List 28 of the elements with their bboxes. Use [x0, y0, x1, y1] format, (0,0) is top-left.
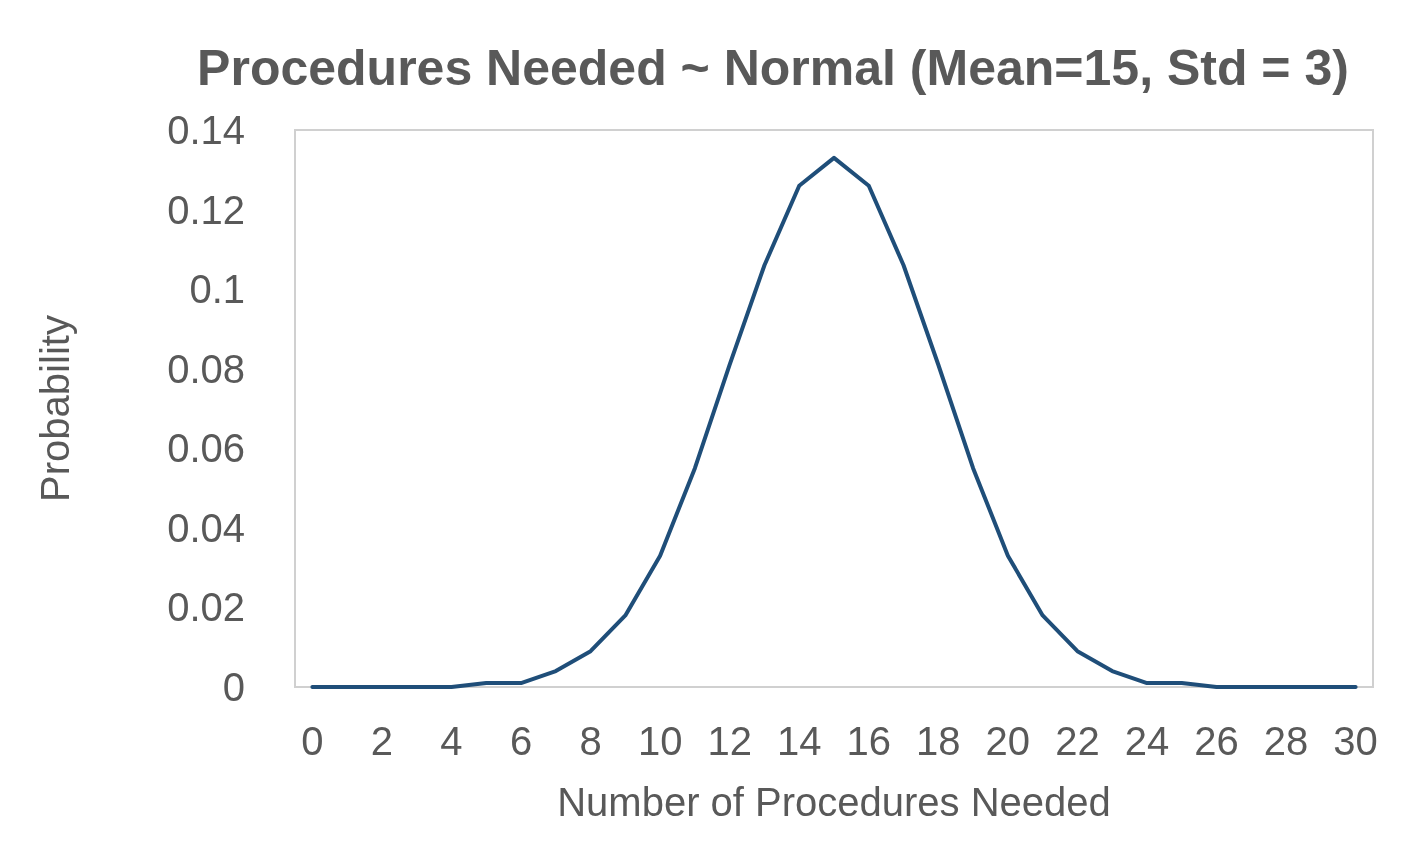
- x-tick-label: 12: [707, 719, 752, 763]
- y-tick-label: 0.12: [167, 187, 245, 232]
- x-tick-label: 8: [579, 719, 602, 763]
- y-tick-label: 0.06: [167, 426, 245, 471]
- y-tick-label: 0.02: [167, 585, 245, 630]
- y-tick-label: 0.08: [167, 346, 245, 391]
- x-tick-label: 2: [370, 719, 394, 763]
- x-tick-label: 22: [1055, 719, 1100, 763]
- x-tick-label: 4: [440, 719, 463, 763]
- x-tick-label: 18: [916, 719, 961, 763]
- x-tick-label: 14: [776, 719, 822, 763]
- y-tick-label: 0: [222, 665, 245, 709]
- y-tick-label: 0.14: [167, 108, 245, 152]
- x-tick-label: 16: [846, 719, 892, 763]
- y-tick-label: 0.04: [167, 505, 245, 550]
- x-tick-label: 28: [1263, 719, 1309, 763]
- x-tick-label: 24: [1124, 719, 1170, 763]
- line-series: [310, 155, 1358, 689]
- y-axis-title: Probability: [33, 315, 77, 502]
- x-tick-label: 30: [1333, 719, 1378, 763]
- x-tick-label: 0: [301, 719, 324, 763]
- chart-title: Procedures Needed ~ Normal (Mean=15, Std = 3): [197, 40, 1349, 96]
- x-axis-title: Number of Procedures Needed: [557, 780, 1111, 824]
- x-tick-label: 6: [509, 719, 533, 763]
- y-tick-label: 0.1: [189, 267, 245, 312]
- x-tick-label: 26: [1194, 719, 1239, 763]
- x-tick-label: 20: [985, 719, 1031, 763]
- x-tick-label: 10: [637, 719, 683, 763]
